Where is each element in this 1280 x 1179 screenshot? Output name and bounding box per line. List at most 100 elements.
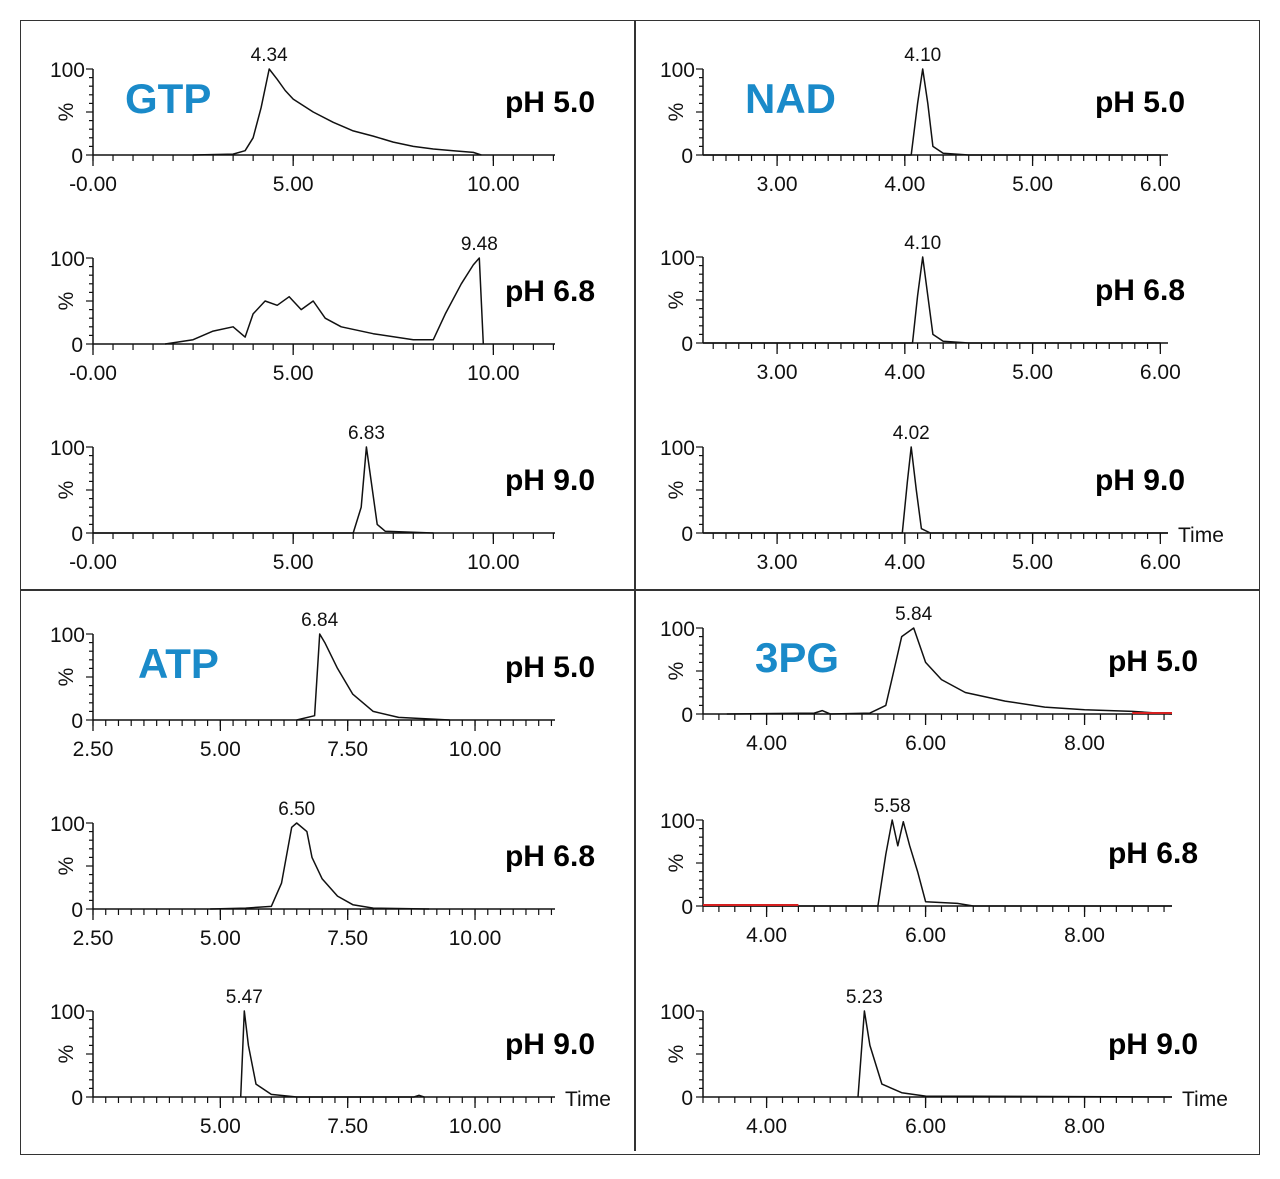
x-tick-label: 3.00 [757,173,798,196]
x-tick-label: 8.00 [1064,924,1105,947]
peak-label: 5.84 [895,604,932,625]
x-tick-label: 10.00 [449,1115,502,1138]
y-axis-label: % [55,1045,78,1064]
chromatogram-trace [296,633,450,721]
chromatogram-panel: 0 100% -0.00 5.00 10.00 9.48 pH 6.8 [50,234,595,385]
peak-label: 9.48 [461,234,498,255]
x-tick-label: 10.00 [467,551,520,574]
condition-label: pH 9.0 [505,464,595,497]
y-tick-label: 0 [681,333,693,356]
y-tick-label: 100 [660,1001,695,1024]
x-tick-label: 7.50 [327,738,368,761]
x-tick-label: 6.00 [1140,173,1181,196]
y-axis-label: % [665,1045,688,1064]
chromatogram-trace [93,446,434,534]
chromatogram-panel: 0 100% 2.50 5.00 7.50 10.00 6.84 pH 5.0 ATP [50,610,595,761]
x-tick-label: 3.00 [757,551,798,574]
x-tick-label: 8.00 [1064,1115,1105,1138]
x-tick-label: 2.50 [73,927,114,950]
y-tick-label: 100 [50,1001,85,1024]
chromatogram-trace [210,822,430,910]
x-tick-label: 5.00 [1012,361,1053,384]
column-divider [634,20,636,1151]
chromatogram-panel: 0 100% 2.50 5.00 7.50 10.00 6.50 pH 6.8 [50,799,595,950]
x-tick-label: 3.00 [757,361,798,384]
condition-label: pH 9.0 [1095,464,1185,497]
condition-label: pH 9.0 [1108,1028,1198,1061]
y-tick-label: 100 [50,248,85,271]
y-axis-label: % [665,103,688,122]
peak-label: 5.23 [846,987,883,1008]
x-tick-label: 4.00 [746,732,787,755]
chromatogram-trace [703,256,1161,344]
chromatogram-panel: 0 100% -0.00 5.00 10.00 4.34 pH 5.0 GTP [50,45,595,196]
x-tick-label: 5.00 [273,362,314,385]
y-tick-label: 100 [660,437,695,460]
x-tick-label: 5.00 [200,1115,241,1138]
condition-label: pH 6.8 [1095,274,1185,307]
peak-label: 6.50 [278,799,315,820]
y-axis-label: % [665,854,688,873]
x-tick-label: 5.00 [200,738,241,761]
y-tick-label: 0 [681,145,693,168]
x-axis-label: Time [1182,1088,1228,1111]
chromatogram-panel: 0 100% -0.00 5.00 10.00 6.83 pH 9.0 [50,423,595,574]
chromatogram-panel: 0 100% 4.00 6.00 8.00 Time 5.23 pH 9.0 [660,987,1228,1138]
compound-label: ATP [138,640,219,687]
x-tick-label: 4.00 [884,551,925,574]
y-tick-label: 100 [660,810,695,833]
x-tick-label: 10.00 [467,173,520,196]
x-tick-label: 5.00 [200,927,241,950]
x-tick-label: 6.00 [1140,361,1181,384]
y-axis-label: % [55,481,78,500]
y-axis-label: % [55,668,78,687]
chromatogram-trace [703,68,1161,156]
figure-frame [20,20,1260,1155]
y-tick-label: 100 [50,59,85,82]
y-tick-label: 100 [50,437,85,460]
x-tick-label: 2.50 [73,738,114,761]
chromatogram-panel: 0 100% 4.00 6.00 8.00 5.58 pH 6.8 [660,796,1198,947]
chromatogram-panel: 0 100% 3.00 4.00 5.00 6.00 4.10 pH 6.8 [660,233,1185,384]
y-axis-label: % [665,291,688,310]
x-tick-label: -0.00 [69,362,117,385]
x-tick-label: 10.00 [449,738,502,761]
x-tick-label: 6.00 [905,1115,946,1138]
x-tick-label: -0.00 [69,173,117,196]
chromatogram-trace [703,819,1172,907]
x-tick-label: 4.00 [884,173,925,196]
x-tick-label: 4.00 [746,1115,787,1138]
condition-label: pH 6.8 [1108,837,1198,870]
chromatogram-trace [164,257,485,345]
x-tick-label: 7.50 [327,1115,368,1138]
chromatogram-trace [726,627,1173,715]
condition-label: pH 5.0 [505,651,595,684]
condition-label: pH 5.0 [1108,645,1198,678]
x-tick-label: 5.00 [273,551,314,574]
condition-label: pH 6.8 [505,275,595,308]
peak-label: 6.84 [301,610,338,631]
chromatogram-trace [239,1010,425,1098]
x-tick-label: 6.00 [905,732,946,755]
chromatogram-panel: 0 100% 5.00 7.50 10.00 Time 5.47 pH 9.0 [50,987,611,1138]
compound-label: GTP [125,75,211,122]
compound-label: 3PG [755,634,839,681]
y-tick-label: 100 [50,624,85,647]
x-tick-label: 5.00 [273,173,314,196]
y-axis-label: % [55,103,78,122]
peak-label: 5.47 [226,987,263,1008]
row-divider [20,589,1260,591]
y-tick-label: 0 [71,145,83,168]
peak-label: 4.10 [904,45,941,66]
x-tick-label: 10.00 [449,927,502,950]
x-tick-label: 4.00 [746,924,787,947]
x-tick-label: -0.00 [69,551,117,574]
y-axis-label: % [665,662,688,681]
y-tick-label: 0 [71,710,83,733]
y-axis-label: % [55,292,78,311]
y-axis-label: % [55,857,78,876]
y-tick-label: 0 [71,899,83,922]
chromatogram-panel: 0 100% 3.00 4.00 5.00 6.00 Time 4.02 pH 9.0 [660,423,1224,574]
compound-label: NAD [745,75,836,122]
